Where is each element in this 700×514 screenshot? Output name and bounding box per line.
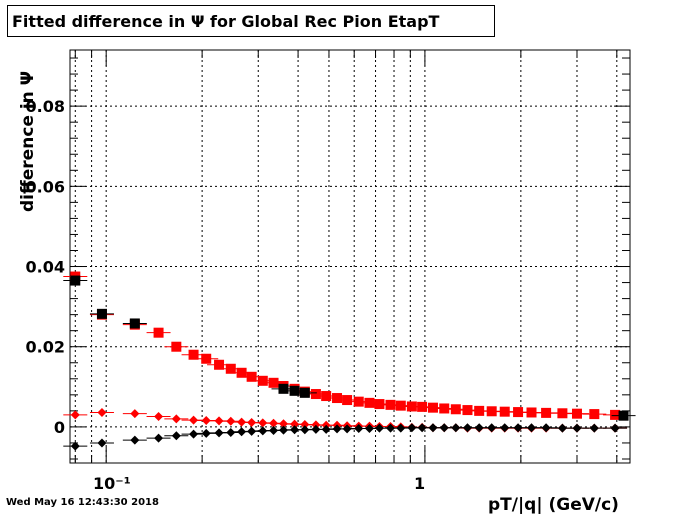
data-point <box>226 416 236 426</box>
data-point <box>154 433 164 443</box>
data-point <box>487 423 497 433</box>
y-tick-label: 0.06 <box>26 177 65 196</box>
x-axis-title: pT/|q| (GeV/c) <box>488 495 619 514</box>
data-point <box>153 327 164 338</box>
plot-frame <box>69 49 631 464</box>
y-tick-label: 0.08 <box>26 97 65 116</box>
data-point <box>364 397 375 408</box>
x-tick-labels: 10⁻¹ 1 <box>93 474 425 493</box>
data-point <box>97 407 107 417</box>
data-point <box>236 367 247 378</box>
data-point <box>450 404 461 415</box>
data-point <box>130 409 140 419</box>
data-point <box>374 399 385 410</box>
data-point <box>188 349 199 360</box>
data-point <box>500 423 510 433</box>
data-point <box>541 407 552 418</box>
data-point <box>171 341 182 352</box>
series-3 <box>63 275 636 421</box>
data-point <box>96 308 107 319</box>
data-point <box>353 396 364 407</box>
data-point <box>589 423 599 433</box>
data-point <box>557 423 567 433</box>
data-point <box>129 318 140 329</box>
data-point <box>572 423 582 433</box>
data-point <box>439 403 450 414</box>
data-point <box>342 395 353 406</box>
y-axis-title: difference in Ψ <box>18 71 38 212</box>
data-point <box>499 406 510 417</box>
data-point <box>310 389 321 400</box>
data-point <box>154 411 164 421</box>
data-point <box>257 375 268 386</box>
data-point <box>513 423 523 433</box>
data-point <box>278 383 289 394</box>
chart-title: Fitted difference in Ψ for Global Rec Pi… <box>12 12 440 31</box>
data-point <box>618 410 629 421</box>
data-point <box>268 377 279 388</box>
series-0 <box>63 271 628 420</box>
data-point <box>332 393 343 404</box>
data-point <box>526 407 537 418</box>
data-point <box>189 415 199 425</box>
data-point <box>527 423 537 433</box>
data-point <box>417 401 428 412</box>
data-point <box>299 387 310 398</box>
data-point <box>321 391 332 402</box>
data-point <box>225 363 236 374</box>
axis-ticks <box>70 50 630 463</box>
data-point <box>557 408 568 419</box>
data-point <box>214 359 225 370</box>
data-point <box>289 385 300 396</box>
y-tick-label: 0.04 <box>26 258 65 277</box>
data-point <box>610 409 621 420</box>
data-point <box>474 405 485 416</box>
data-point <box>513 407 524 418</box>
data-point <box>70 410 80 420</box>
y-tick-label: 0.02 <box>26 338 65 357</box>
y-tick-label: 0 <box>54 418 65 437</box>
data-point <box>486 406 497 417</box>
data-point <box>226 428 236 438</box>
data-point <box>474 423 484 433</box>
data-point <box>201 415 211 425</box>
chart-title-box: Fitted difference in Ψ for Global Rec Pi… <box>7 5 495 37</box>
y-tick-labels: 0 0.02 0.04 0.06 0.08 <box>26 97 65 437</box>
data-point <box>589 409 600 420</box>
data-point <box>70 441 80 451</box>
series-2 <box>63 423 628 451</box>
data-point <box>171 431 181 441</box>
data-point <box>462 405 473 416</box>
timestamp: Wed May 16 12:43:30 2018 <box>6 497 159 508</box>
data-point <box>385 399 396 410</box>
data-point <box>571 408 582 419</box>
data-point <box>201 428 211 438</box>
data-point <box>171 414 181 424</box>
data-series <box>63 271 636 451</box>
data-point <box>610 423 620 433</box>
data-point <box>70 275 81 286</box>
data-point <box>97 438 107 448</box>
data-point <box>395 400 406 411</box>
data-point <box>427 402 438 413</box>
data-point <box>201 353 212 364</box>
data-point <box>246 371 257 382</box>
data-point <box>541 423 551 433</box>
data-point <box>130 435 140 445</box>
data-point <box>189 429 199 439</box>
x-tick-label-1: 1 <box>414 474 425 493</box>
x-tick-label-0.1: 10⁻¹ <box>93 474 131 493</box>
